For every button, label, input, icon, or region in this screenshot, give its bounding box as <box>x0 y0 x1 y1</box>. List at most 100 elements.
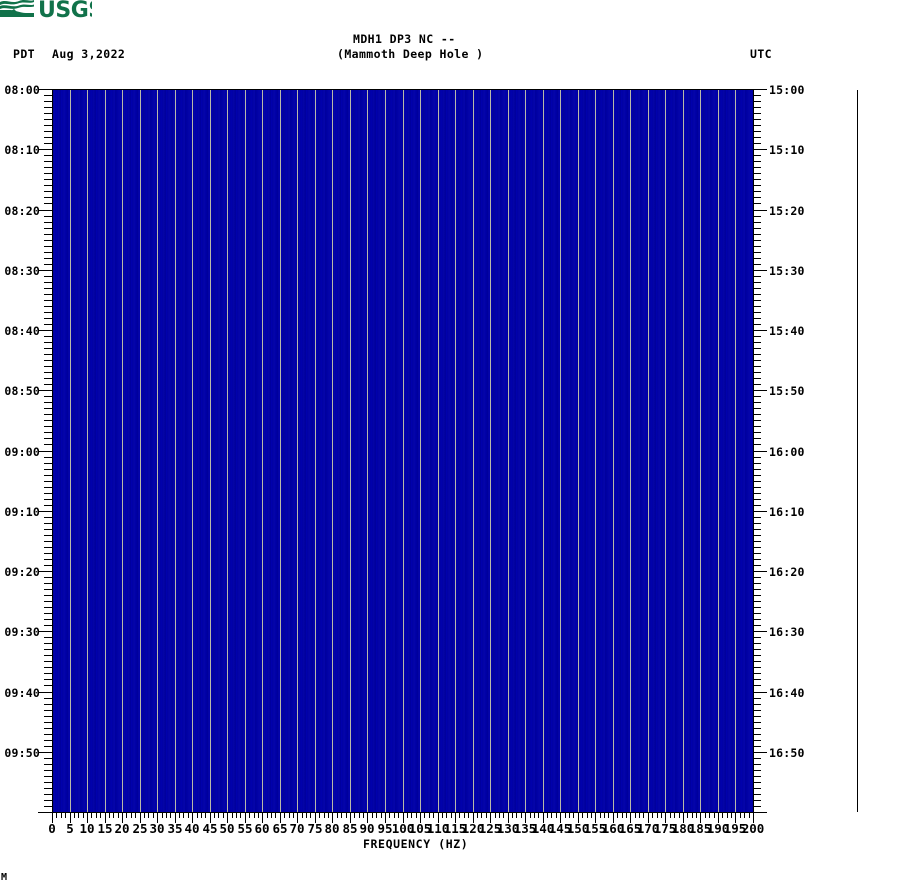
time-tick-minor <box>44 95 52 96</box>
frequency-tick-minor <box>61 812 62 818</box>
time-tick-minor <box>753 505 761 506</box>
time-label-pdt: 08:40 <box>4 324 40 338</box>
frequency-tick-minor <box>635 812 636 818</box>
time-tick-minor <box>753 655 761 656</box>
time-tick-minor <box>753 595 761 596</box>
frequency-tick-minor <box>565 812 566 818</box>
station-description: (Mammoth Deep Hole ) <box>337 47 484 61</box>
time-label-pdt: 08:00 <box>4 83 40 97</box>
frequency-tick-minor <box>359 812 360 818</box>
time-tick-minor <box>44 228 52 229</box>
frequency-tick-minor <box>591 812 592 818</box>
time-tick-major <box>38 812 52 813</box>
time-label-utc: 15:40 <box>769 324 805 338</box>
frequency-gridline <box>350 89 351 812</box>
frequency-gridline <box>227 89 228 812</box>
frequency-tick-minor <box>551 812 552 818</box>
frequency-tick-major <box>70 812 71 823</box>
spectrogram-plot[interactable] <box>52 89 753 812</box>
time-tick-minor <box>753 716 761 717</box>
frequency-label: 150 <box>566 821 590 836</box>
time-tick-minor <box>44 203 52 204</box>
time-tick-major <box>753 390 767 391</box>
time-tick-minor <box>753 396 761 397</box>
time-tick-minor <box>753 794 761 795</box>
frequency-tick-minor <box>65 812 66 818</box>
time-tick-minor <box>753 372 761 373</box>
frequency-tick-minor <box>416 812 417 818</box>
frequency-gridline <box>595 89 596 812</box>
time-tick-minor <box>753 167 761 168</box>
frequency-gridline <box>525 89 526 812</box>
frequency-tick-major <box>473 812 474 823</box>
time-tick-minor <box>753 649 761 650</box>
time-tick-minor <box>753 191 761 192</box>
time-tick-minor <box>44 438 52 439</box>
frequency-tick-minor <box>144 812 145 818</box>
time-tick-major <box>38 270 52 271</box>
time-tick-minor <box>44 517 52 518</box>
time-tick-minor <box>753 535 761 536</box>
time-tick-minor <box>44 457 52 458</box>
frequency-tick-minor <box>727 812 728 818</box>
record-date: Aug 3,2022 <box>52 47 126 61</box>
time-tick-minor <box>44 667 52 668</box>
frequency-tick-minor <box>661 812 662 818</box>
frequency-tick-major <box>385 812 386 823</box>
frequency-tick-major <box>175 812 176 823</box>
time-tick-minor <box>753 336 761 337</box>
frequency-tick-minor <box>481 812 482 818</box>
time-label-pdt: 08:20 <box>4 204 40 218</box>
time-tick-minor <box>44 288 52 289</box>
frequency-tick-minor <box>486 812 487 818</box>
time-tick-minor <box>753 704 761 705</box>
frequency-label: 140 <box>531 821 555 836</box>
time-tick-minor <box>44 655 52 656</box>
frequency-label: 75 <box>307 821 323 836</box>
frequency-tick-minor <box>249 812 250 818</box>
frequency-gridline <box>175 89 176 812</box>
time-tick-minor <box>753 252 761 253</box>
frequency-tick-minor <box>254 812 255 818</box>
frequency-tick-minor <box>258 812 259 818</box>
time-tick-major <box>753 752 767 753</box>
time-tick-minor <box>44 125 52 126</box>
time-tick-minor <box>753 577 761 578</box>
frequency-tick-minor <box>131 812 132 818</box>
time-tick-minor <box>44 384 52 385</box>
time-label-utc: 15:30 <box>769 264 805 278</box>
frequency-tick-minor <box>731 812 732 818</box>
time-tick-minor <box>753 667 761 668</box>
frequency-tick-major <box>525 812 526 823</box>
time-tick-minor <box>44 258 52 259</box>
time-tick-minor <box>753 547 761 548</box>
frequency-gridline <box>332 89 333 812</box>
time-tick-minor <box>753 414 761 415</box>
time-tick-minor <box>753 342 761 343</box>
time-tick-minor <box>753 378 761 379</box>
time-label-pdt: 09:50 <box>4 746 40 760</box>
time-tick-minor <box>44 595 52 596</box>
time-tick-minor <box>753 685 761 686</box>
frequency-tick-major <box>105 812 106 823</box>
time-tick-minor <box>44 776 52 777</box>
time-label-pdt: 09:40 <box>4 686 40 700</box>
colorbar-frame-edge <box>857 90 858 812</box>
frequency-tick-major <box>262 812 263 823</box>
time-tick-minor <box>753 131 761 132</box>
frequency-tick-minor <box>83 812 84 818</box>
frequency-label: 40 <box>184 821 200 836</box>
frequency-tick-minor <box>407 812 408 818</box>
time-tick-minor <box>44 252 52 253</box>
frequency-tick-minor <box>604 812 605 818</box>
frequency-label: 195 <box>723 821 747 836</box>
time-tick-minor <box>753 300 761 301</box>
time-tick-minor <box>753 143 761 144</box>
frequency-label: 105 <box>408 821 432 836</box>
time-tick-minor <box>44 179 52 180</box>
time-tick-minor <box>753 722 761 723</box>
frequency-label: 165 <box>618 821 642 836</box>
time-tick-minor <box>753 637 761 638</box>
time-tick-minor <box>753 426 761 427</box>
frequency-tick-minor <box>446 812 447 818</box>
